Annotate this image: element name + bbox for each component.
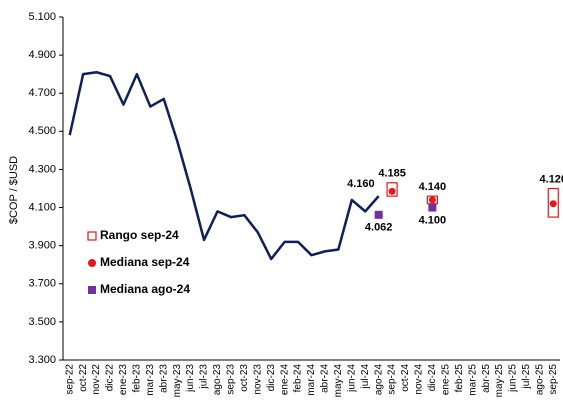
x-tick-label: nov-23 [252, 364, 263, 395]
x-tick-label: sep-24 [387, 364, 398, 395]
x-tick-label: jul-23 [199, 364, 210, 390]
legend-label: Rango sep-24 [100, 228, 179, 242]
x-tick-label: abr-23 [158, 364, 169, 393]
x-tick-label: ago-24 [373, 364, 384, 396]
x-tick-label: feb-25 [454, 364, 465, 393]
y-tick-label: 4.900 [28, 49, 56, 61]
legend-label: Mediana sep-24 [100, 255, 190, 269]
x-tick-label: sep-23 [226, 364, 237, 395]
median-dot [388, 187, 396, 195]
x-tick-label: nov-22 [91, 364, 102, 395]
x-tick-label: feb-23 [132, 364, 143, 393]
x-tick-label: jun-24 [346, 364, 357, 393]
y-tick-label: 3.300 [28, 354, 56, 366]
legend-icon [88, 286, 96, 294]
x-tick-label: may-24 [333, 364, 344, 398]
x-tick-label: dic-24 [427, 364, 438, 392]
x-tick-label: ene-25 [440, 364, 451, 396]
x-tick-label: mar-23 [145, 364, 156, 396]
x-tick-label: dic-23 [266, 364, 277, 392]
x-tick-label: nov-24 [414, 364, 425, 395]
x-tick-label: ene-23 [118, 364, 129, 396]
x-tick-label: jun-25 [508, 364, 519, 393]
data-label: 4.100 [419, 214, 447, 226]
data-label: 4.140 [419, 181, 447, 193]
x-tick-label: sep-25 [548, 364, 559, 395]
x-tick-label: ago-25 [534, 364, 545, 396]
y-tick-label: 3.900 [28, 240, 56, 252]
median-dot [428, 196, 436, 204]
y-tick-label: 4.300 [28, 163, 56, 175]
range-box [547, 187, 559, 218]
data-label: 4.120 [540, 173, 563, 185]
x-tick-label: ago-23 [212, 364, 223, 396]
median-square [428, 203, 437, 212]
x-tick-label: may-25 [494, 364, 505, 398]
x-tick-label: feb-24 [293, 364, 304, 393]
x-tick-label: abr-24 [320, 364, 331, 393]
legend-label: Mediana ago-24 [100, 282, 190, 296]
x-tick-label: oct-23 [239, 364, 250, 392]
y-tick-label: 4.500 [28, 125, 56, 137]
median-dot [549, 200, 557, 208]
x-tick-label: oct-22 [78, 364, 89, 392]
x-tick-label: abr-25 [481, 364, 492, 393]
y-tick-label: 5.100 [28, 11, 56, 23]
range-box [386, 182, 398, 197]
x-tick-label: jul-24 [360, 364, 371, 390]
data-label: 4.185 [378, 168, 406, 180]
y-tick-label: 3.500 [28, 316, 56, 328]
x-tick-label: dic-22 [105, 364, 116, 392]
y-tick-label: 4.100 [28, 201, 56, 213]
x-tick-label: oct-24 [400, 364, 411, 392]
line [68, 71, 380, 261]
data-label: 4.062 [365, 222, 393, 234]
x-tick-label: mar-25 [467, 364, 478, 396]
x-tick-label: mar-24 [306, 364, 317, 396]
x-tick-label: jul-25 [521, 364, 532, 390]
y-axis-title: $COP / $USD [8, 156, 20, 224]
data-label: 4.160 [347, 178, 375, 190]
median-square [374, 210, 383, 219]
x-tick-label: may-23 [172, 364, 183, 398]
y-tick-label: 4.700 [28, 87, 56, 99]
y-tick-label: 3.700 [28, 278, 56, 290]
x-tick-label: ene-24 [279, 364, 290, 396]
x-tick-label: jun-23 [185, 364, 196, 393]
x-tick-label: sep-22 [64, 364, 75, 395]
legend-icon [87, 231, 97, 241]
legend-icon [88, 259, 96, 267]
